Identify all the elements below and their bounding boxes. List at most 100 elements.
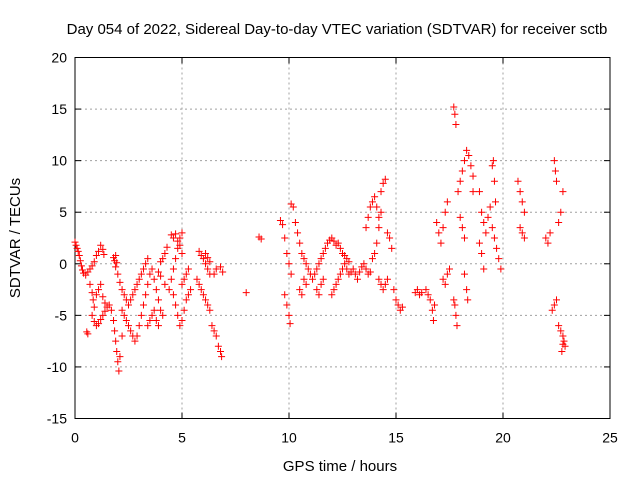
data-point (330, 237, 338, 245)
data-point (441, 208, 449, 216)
data-point (169, 291, 177, 299)
data-point (101, 299, 109, 307)
y-tick-label: -10 (47, 359, 67, 375)
data-point (300, 255, 308, 263)
data-point (122, 317, 130, 325)
data-point (317, 280, 325, 288)
data-point (118, 332, 126, 340)
data-point (204, 265, 212, 273)
data-point (441, 280, 449, 288)
data-point (413, 286, 421, 294)
data-point (296, 286, 304, 294)
data-point (182, 270, 190, 278)
data-point (137, 270, 145, 278)
data-point (150, 306, 158, 314)
data-point (551, 167, 559, 175)
data-point (210, 327, 218, 335)
data-point (169, 234, 177, 242)
data-point (101, 307, 109, 315)
data-point (439, 275, 447, 283)
data-point (152, 317, 160, 325)
data-point (257, 235, 265, 243)
data-point (482, 229, 490, 237)
axis-ticks: 0 5 10 15 20 25 -15 -10 -5 0 5 10 15 20 (47, 50, 618, 446)
data-point (394, 301, 402, 309)
data-point (219, 268, 227, 276)
data-points (71, 103, 569, 375)
data-point (146, 317, 154, 325)
data-point (437, 239, 445, 247)
data-point (118, 286, 126, 294)
data-point (490, 177, 498, 185)
data-point (202, 296, 210, 304)
data-point (111, 327, 119, 335)
data-point (202, 260, 210, 268)
data-point (129, 291, 137, 299)
data-point (443, 270, 451, 278)
data-point (368, 198, 376, 206)
data-point (302, 260, 310, 268)
data-point (125, 322, 132, 330)
data-point (154, 296, 162, 304)
data-point (100, 251, 108, 259)
data-point (555, 322, 563, 330)
data-point (559, 340, 567, 348)
data-point (116, 353, 124, 361)
data-point (495, 255, 503, 263)
data-point (366, 268, 374, 276)
data-point (497, 265, 505, 273)
data-point (343, 265, 351, 273)
data-point (152, 286, 160, 294)
data-point (206, 306, 214, 314)
data-point (139, 265, 147, 273)
data-point (371, 249, 379, 257)
y-tick-label: 0 (59, 256, 67, 272)
data-point (298, 291, 306, 299)
data-point (460, 157, 468, 165)
data-point (463, 146, 471, 154)
data-point (107, 306, 115, 314)
data-point (398, 303, 406, 311)
data-point (110, 317, 118, 325)
data-point (159, 255, 167, 263)
data-point (553, 177, 560, 185)
y-tick-label: -15 (47, 411, 67, 427)
data-point (88, 311, 96, 319)
data-point (480, 265, 488, 273)
data-point (71, 238, 79, 246)
data-point (443, 198, 451, 206)
data-point (379, 179, 387, 187)
data-point (330, 286, 338, 294)
data-point (450, 103, 458, 111)
data-point (99, 293, 107, 301)
data-point (97, 241, 105, 249)
data-point (446, 265, 453, 273)
data-point (204, 254, 212, 262)
data-point (99, 245, 107, 253)
x-tick-label: 20 (495, 430, 511, 446)
data-point (490, 234, 498, 242)
data-point (187, 286, 195, 294)
data-point (118, 306, 126, 314)
data-point (460, 234, 468, 242)
data-point (546, 229, 554, 237)
data-point (114, 358, 122, 366)
data-point (142, 260, 150, 268)
data-point (92, 291, 100, 299)
data-point (184, 265, 192, 273)
data-point (157, 272, 165, 280)
y-tick-label: -5 (55, 307, 68, 323)
data-point (161, 280, 169, 288)
y-tick-label: 10 (51, 153, 67, 169)
data-point (560, 337, 568, 345)
data-point (542, 234, 550, 242)
data-point (114, 270, 122, 278)
data-point (428, 306, 436, 314)
data-point (520, 208, 528, 216)
data-point (426, 296, 434, 304)
data-point (463, 286, 471, 294)
data-point (383, 275, 391, 283)
x-tick-label: 0 (71, 430, 79, 446)
data-point (433, 219, 441, 227)
data-point (520, 234, 528, 242)
